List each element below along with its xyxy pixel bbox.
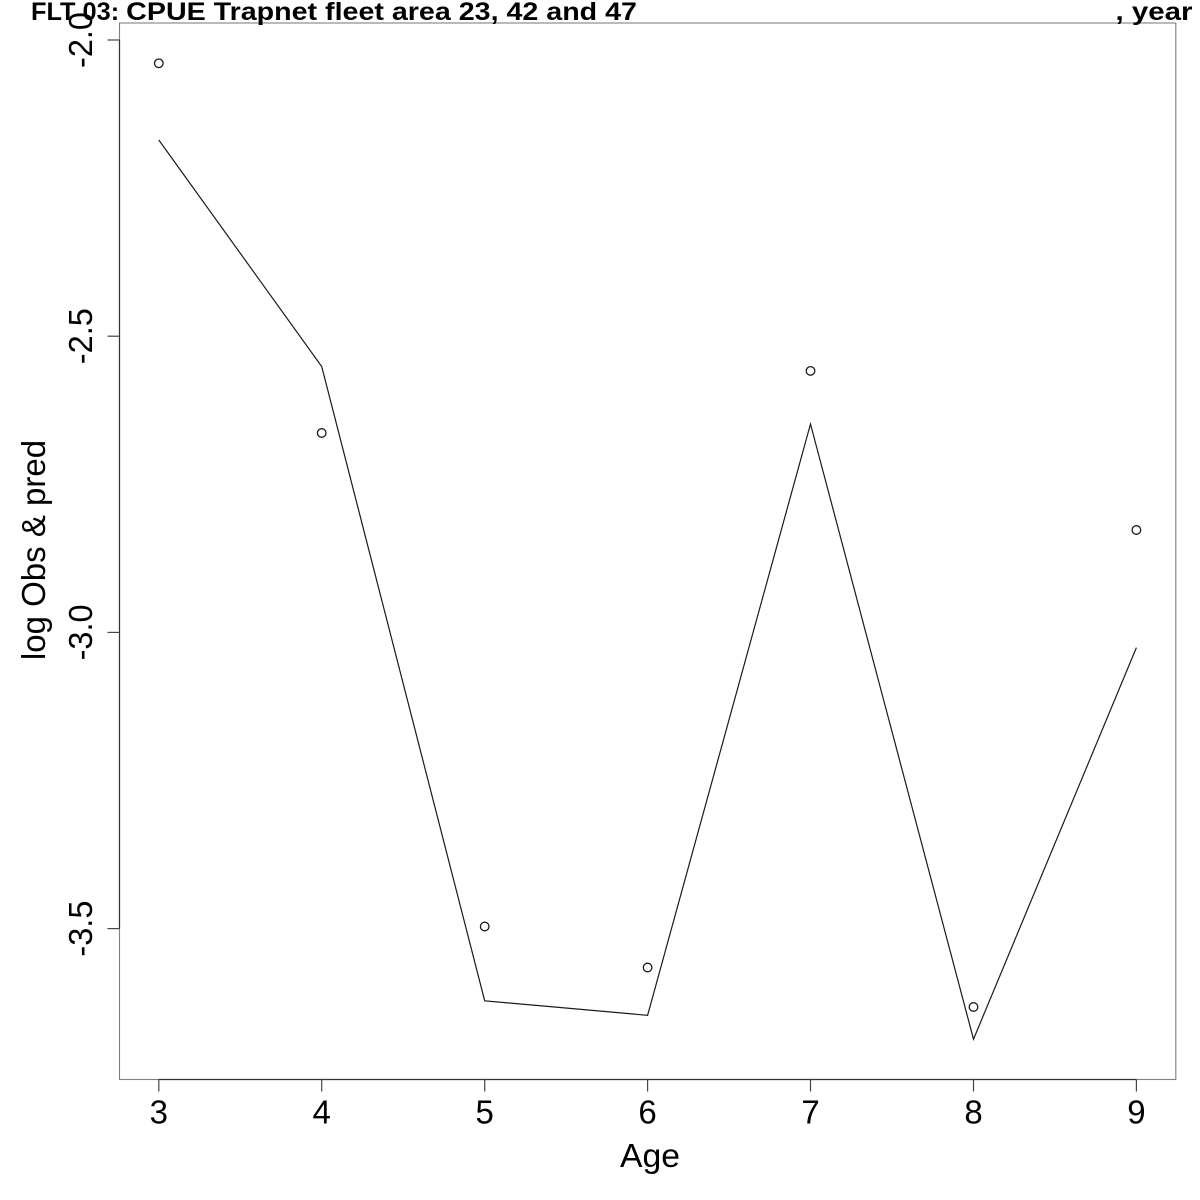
svg-text:FLT 03:: FLT 03: bbox=[31, 0, 126, 26]
svg-text:7: 7 bbox=[801, 1094, 819, 1131]
svg-text:4: 4 bbox=[313, 1094, 331, 1131]
svg-text:-2.0: -2.0 bbox=[62, 12, 99, 68]
svg-text:log Obs & pred: log Obs & pred bbox=[15, 440, 52, 660]
svg-text:5: 5 bbox=[476, 1094, 494, 1131]
svg-text:6: 6 bbox=[638, 1094, 656, 1131]
svg-text:-3.0: -3.0 bbox=[62, 604, 99, 660]
svg-text:-2.5: -2.5 bbox=[62, 308, 99, 364]
svg-text:8: 8 bbox=[964, 1094, 982, 1131]
svg-text:, year: , year bbox=[1116, 0, 1193, 26]
svg-text:Age: Age bbox=[620, 1137, 680, 1174]
svg-text:3: 3 bbox=[150, 1094, 168, 1131]
svg-text:9: 9 bbox=[1127, 1094, 1145, 1131]
svg-text:-3.5: -3.5 bbox=[62, 901, 99, 957]
svg-text:CPUE Trapnet fleet area 23, 42: CPUE Trapnet fleet area 23, 42 and 47 bbox=[126, 0, 637, 26]
